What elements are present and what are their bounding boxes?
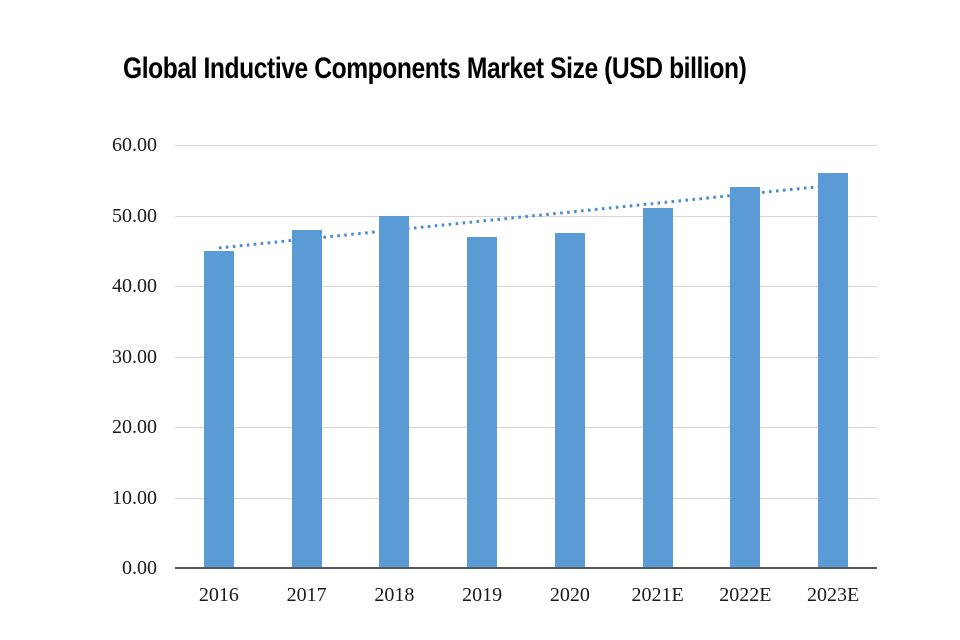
bar-2018 [379, 215, 410, 568]
bar-2020 [554, 233, 585, 568]
y-tick-label: 0.00 [122, 557, 157, 579]
bar-2023E [818, 173, 849, 568]
x-tick-label: 2021E [631, 584, 684, 606]
gridline [175, 497, 877, 499]
y-tick-label: 10.00 [112, 486, 157, 509]
bar-2019 [467, 236, 498, 568]
plot-area [175, 145, 877, 569]
gridline [175, 286, 877, 287]
x-tick-label: 2016 [198, 584, 239, 606]
x-tick-label: 2019 [462, 584, 503, 606]
y-tick-label: 50.00 [112, 204, 157, 227]
chart-title: Global Inductive Components Market Size … [123, 52, 747, 85]
bar-2017 [291, 229, 322, 568]
trendline [218, 183, 834, 250]
gridline [175, 356, 877, 358]
x-tick-label: 2022E [719, 584, 772, 606]
y-tick-label: 30.00 [112, 345, 157, 368]
x-tick-label: 2020 [549, 584, 590, 606]
gridline [175, 145, 877, 146]
y-tick-label: 40.00 [112, 275, 157, 297]
x-tick-label: 2023E [807, 584, 860, 606]
gridline [175, 427, 877, 428]
y-tick-label: 20.00 [112, 416, 157, 438]
bar-2021E [642, 208, 673, 568]
bar-2016 [203, 250, 234, 568]
x-axis-line [175, 567, 877, 569]
x-tick-label: 2018 [374, 584, 415, 606]
bar-2022E [730, 187, 761, 568]
y-tick-label: 60.00 [112, 134, 157, 156]
x-tick-label: 2017 [286, 584, 327, 606]
